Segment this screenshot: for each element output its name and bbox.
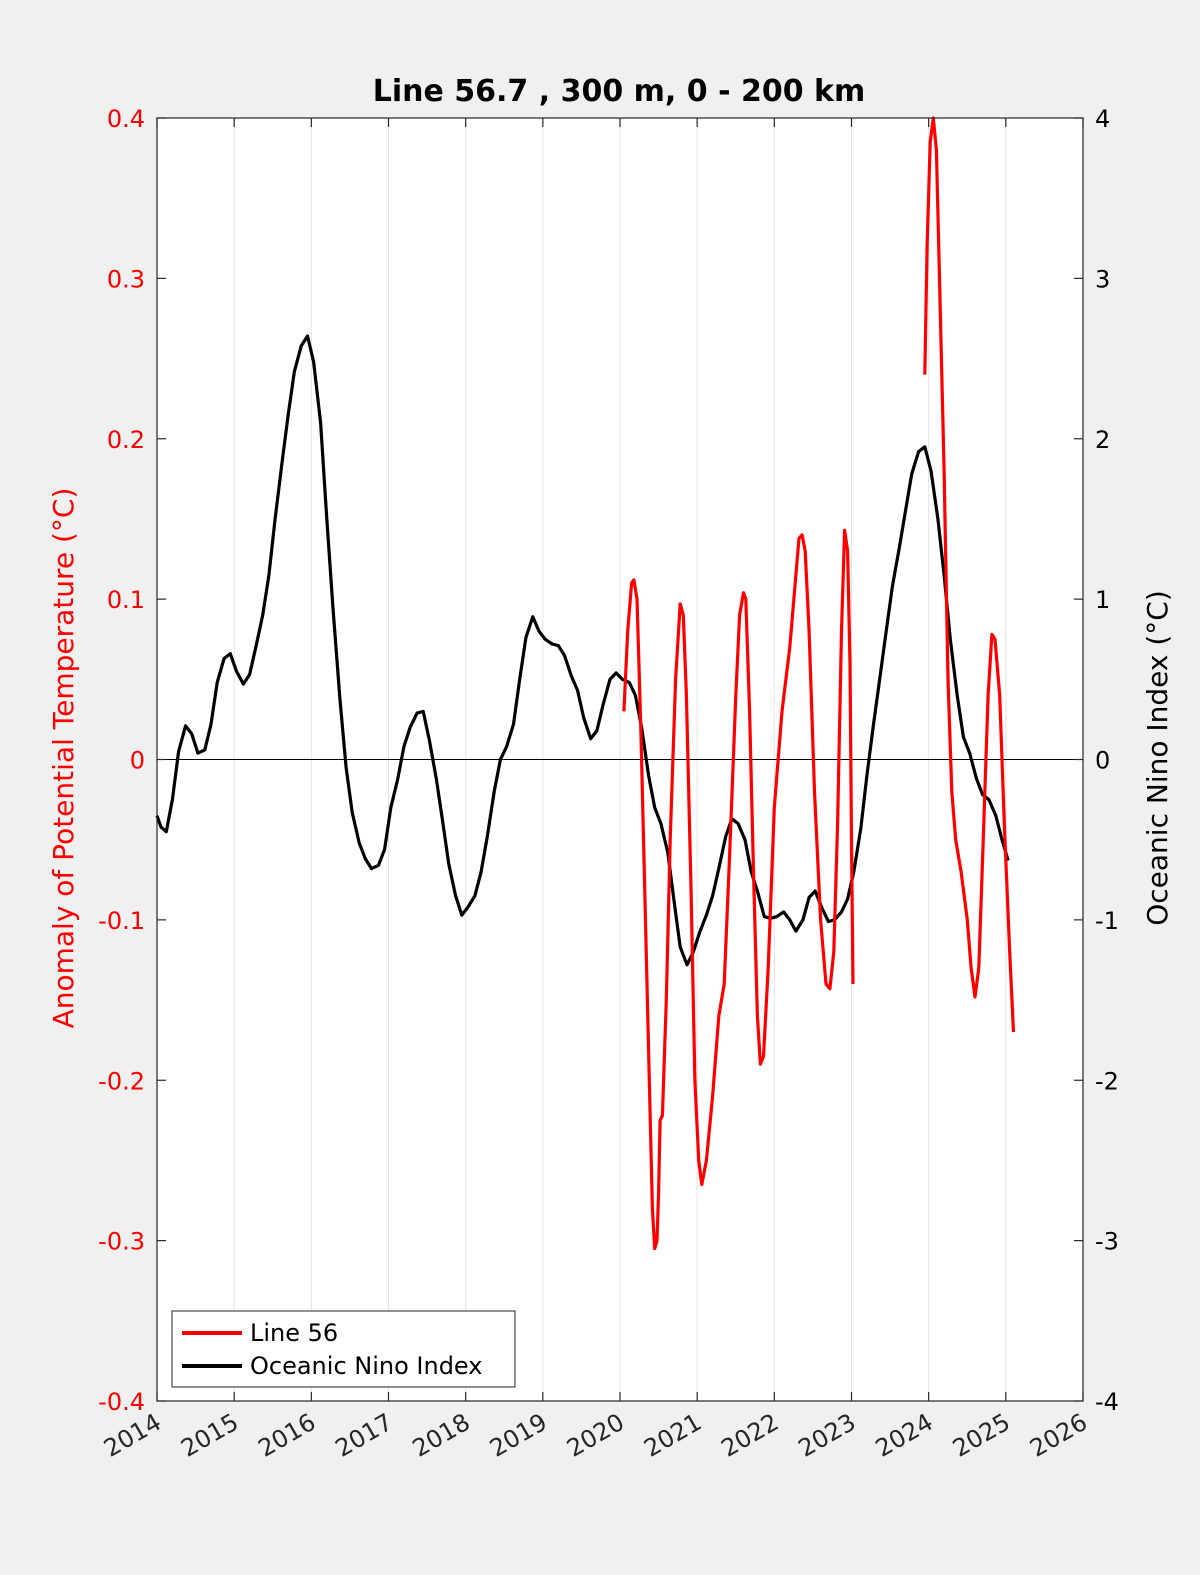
x-tick-label: 2019 [485, 1408, 552, 1463]
series-layer [155, 116, 1016, 1251]
y-right-tick-label: 3 [1095, 265, 1110, 293]
chart-title: Line 56.7 , 300 m, 0 - 200 km [373, 74, 866, 109]
x-tick-label: 2026 [1025, 1408, 1092, 1463]
legend-label-oni: Oceanic Nino Index [250, 1352, 482, 1380]
y-left-tick-label: 0 [130, 747, 145, 775]
y-left-tick-label: 0.4 [107, 105, 145, 133]
y-left-tick-label: -0.2 [98, 1067, 145, 1095]
x-tick-label: 2020 [562, 1408, 629, 1463]
y-right-tick-label: 4 [1095, 105, 1110, 133]
legend-box [171, 1310, 516, 1388]
series-line-oceanic-nino-index [155, 334, 1010, 967]
y-right-tick-label: 1 [1095, 586, 1110, 614]
y-axis-left: -0.4 -0.3 -0.2 -0.1 0 0.1 0.2 0.3 0.4 [98, 105, 166, 1416]
y-right-tick-label: -1 [1095, 907, 1119, 935]
series-line-line-56 [923, 116, 1016, 1033]
y-right-tick-label: 2 [1095, 426, 1110, 454]
y-right-tick-label: -3 [1095, 1228, 1119, 1256]
y-left-tick-label: 0.2 [107, 426, 145, 454]
y-right-tick-label: -2 [1095, 1067, 1119, 1095]
x-tick-label: 2023 [794, 1408, 861, 1463]
y-axis-left-title: Anomaly of Potential Temperature (°C) [47, 488, 80, 1029]
y-right-tick-label: -4 [1095, 1388, 1119, 1416]
y-left-tick-label: -0.3 [98, 1228, 145, 1256]
x-tick-label: 2017 [331, 1408, 398, 1463]
x-tick-label: 2022 [716, 1408, 783, 1463]
x-tick-label: 2021 [639, 1408, 706, 1463]
y-left-tick-label: 0.1 [107, 586, 145, 614]
legend: Line 56 Oceanic Nino Index [171, 1310, 516, 1388]
x-tick-label: 2015 [176, 1408, 243, 1463]
x-tick-label: 2016 [253, 1408, 320, 1463]
x-tick-label: 2014 [99, 1408, 166, 1463]
y-left-tick-label: 0.3 [107, 265, 145, 293]
legend-label-line-56: Line 56 [250, 1319, 338, 1347]
y-left-tick-label: -0.1 [98, 907, 145, 935]
y-axis-right-title: Oceanic Nino Index (°C) [1141, 590, 1174, 926]
y-axis-right: -4 -3 -2 -1 0 1 2 3 4 [1074, 105, 1119, 1416]
x-tick-label: 2024 [871, 1408, 938, 1463]
x-tick-label: 2025 [948, 1408, 1015, 1463]
y-left-tick-label: -0.4 [98, 1388, 145, 1416]
y-right-tick-label: 0 [1095, 747, 1110, 775]
x-tick-label: 2018 [408, 1408, 475, 1463]
series-line-line-56 [622, 528, 855, 1251]
